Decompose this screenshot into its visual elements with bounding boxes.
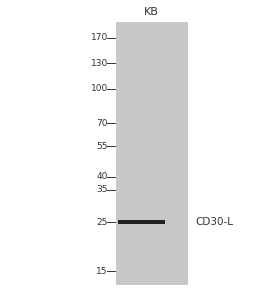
Text: 100: 100 [91, 84, 108, 93]
Text: 170: 170 [91, 33, 108, 42]
Text: 130: 130 [91, 59, 108, 68]
Text: CD30-L: CD30-L [196, 217, 234, 227]
Text: 25: 25 [97, 218, 108, 226]
Text: KB: KB [144, 7, 159, 17]
Bar [118, 220, 164, 224]
Text: 40: 40 [97, 172, 108, 182]
Text: 55: 55 [96, 142, 108, 151]
Text: 35: 35 [96, 185, 108, 194]
Bar [116, 22, 188, 285]
Text: 70: 70 [96, 118, 108, 127]
Text: 15: 15 [96, 267, 108, 276]
